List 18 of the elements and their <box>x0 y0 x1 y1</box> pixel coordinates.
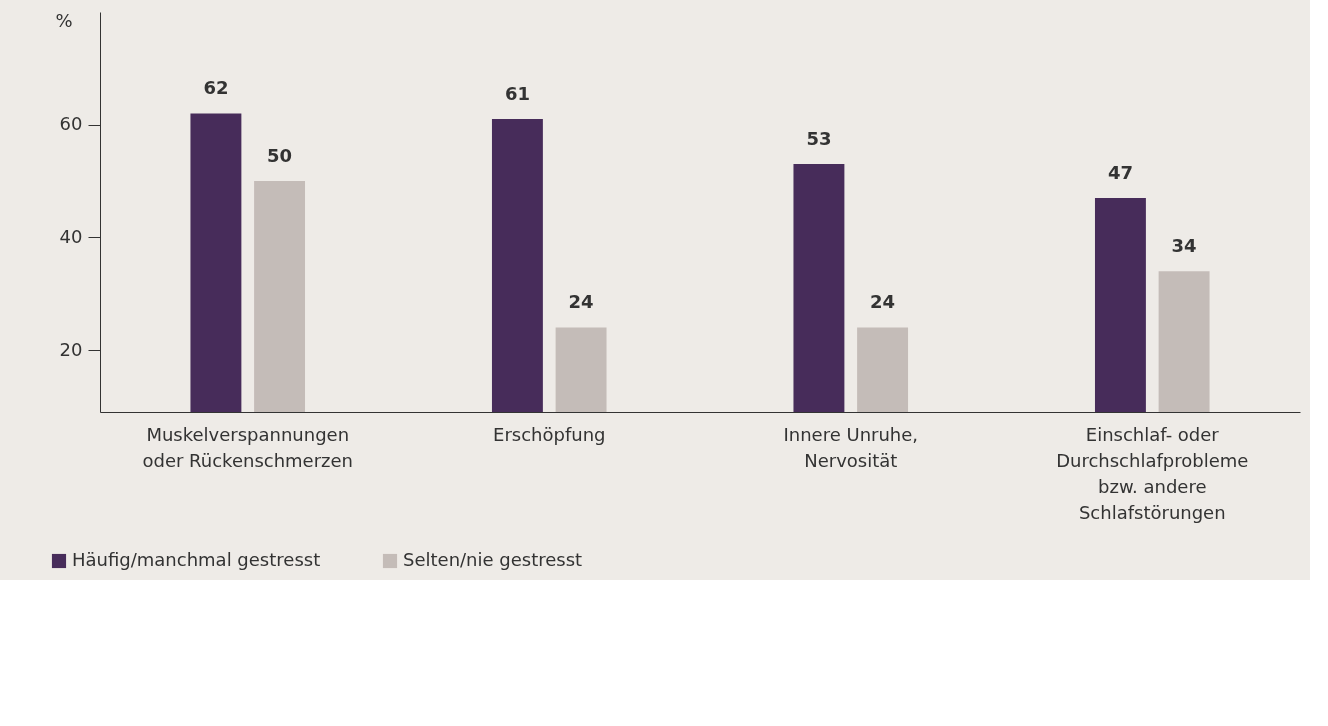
legend-label: Häufig/manchmal gestresst <box>72 549 321 570</box>
y-tick-label: 60 <box>59 113 83 135</box>
y-tick-label: 20 <box>59 338 83 360</box>
legend-label: Selten/nie gestresst <box>403 549 583 570</box>
x-tick-label: Erschöpfung <box>493 423 606 445</box>
data-label: 34 <box>1171 235 1197 257</box>
x-tick-label: Innere Unruhe, Nervosität <box>783 423 919 471</box>
x-tick-label: Einschlaf- oder Durchschlafprobleme bzw. andere Schlafstörungen <box>1056 423 1249 523</box>
y-axis-title: % <box>55 9 73 31</box>
data-label: 62 <box>203 77 229 99</box>
data-label: 47 <box>1107 161 1133 183</box>
y-tick-label: 40 <box>59 225 83 247</box>
data-label: 24 <box>870 291 896 313</box>
data-label: 50 <box>267 145 293 167</box>
data-label: 24 <box>568 291 594 313</box>
data-label: 61 <box>504 83 530 105</box>
x-tick-label: Muskelverspannungen oder Rückenschmerzen <box>142 423 353 471</box>
data-label: 53 <box>806 128 832 150</box>
